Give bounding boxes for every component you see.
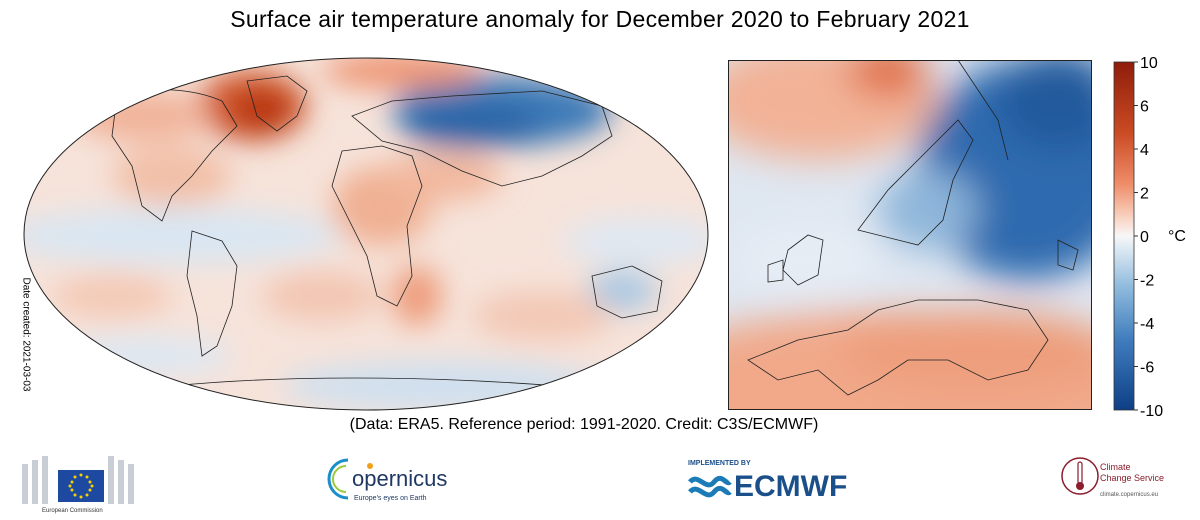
ecmwf-wordmark: ECMWF bbox=[734, 470, 847, 502]
map-border bbox=[23, 57, 709, 411]
colorbar-tick-label: 10 bbox=[1140, 55, 1158, 72]
colorbar-tick-label: 0 bbox=[1140, 229, 1149, 246]
c3s-url: climate.copernicus.eu bbox=[1100, 492, 1158, 498]
colorbar-tick-label: -2 bbox=[1140, 273, 1154, 290]
copernicus-wordmark: opernicus bbox=[352, 466, 447, 491]
colorbar-tick-label: -6 bbox=[1140, 360, 1154, 377]
date-created: Date created: 2021-03-03 bbox=[20, 277, 32, 392]
world-anomaly-map bbox=[23, 57, 709, 411]
c3s-line1: Climate bbox=[1100, 462, 1131, 472]
europe-anomaly-field bbox=[728, 60, 1092, 410]
map-title: Surface air temperature anomaly for Dece… bbox=[230, 6, 970, 32]
colorbar: 10 6 4 2 0 -2 -4 -6 -10 °C bbox=[1113, 55, 1186, 420]
colorbar-tick-label: 6 bbox=[1140, 99, 1149, 116]
europe-anomaly-map bbox=[728, 60, 1092, 410]
colorbar-unit: °C bbox=[1168, 228, 1186, 245]
anomaly-field bbox=[24, 58, 708, 410]
copernicus-logo: opernicus Europe's eyes on Earth bbox=[327, 458, 447, 502]
c3s-logo: Climate Change Service climate.copernicu… bbox=[1061, 457, 1164, 498]
c3s-line2: Change Service bbox=[1100, 473, 1164, 483]
colorbar-tick-label: -4 bbox=[1140, 316, 1154, 333]
europe-map-border bbox=[728, 60, 1092, 410]
ecmwf-logo: IMPLEMENTED BY ECMWF bbox=[688, 460, 847, 502]
data-credit: (Data: ERA5. Reference period: 1991-2020… bbox=[349, 416, 819, 433]
ecmwf-implemented-by: IMPLEMENTED BY bbox=[688, 460, 751, 467]
colorbar-tick-label: 4 bbox=[1140, 142, 1149, 159]
colorbar-tick-label: -10 bbox=[1140, 403, 1163, 420]
eu-label: European Commission bbox=[42, 508, 103, 514]
colorbar-tick-label: 2 bbox=[1140, 186, 1149, 203]
europe-coastlines bbox=[747, 60, 1079, 396]
coastlines bbox=[111, 75, 663, 389]
european-commission-logo: European Commission bbox=[22, 456, 134, 514]
colorbar-gradient bbox=[1113, 61, 1135, 411]
copernicus-tagline: Europe's eyes on Earth bbox=[354, 495, 427, 502]
